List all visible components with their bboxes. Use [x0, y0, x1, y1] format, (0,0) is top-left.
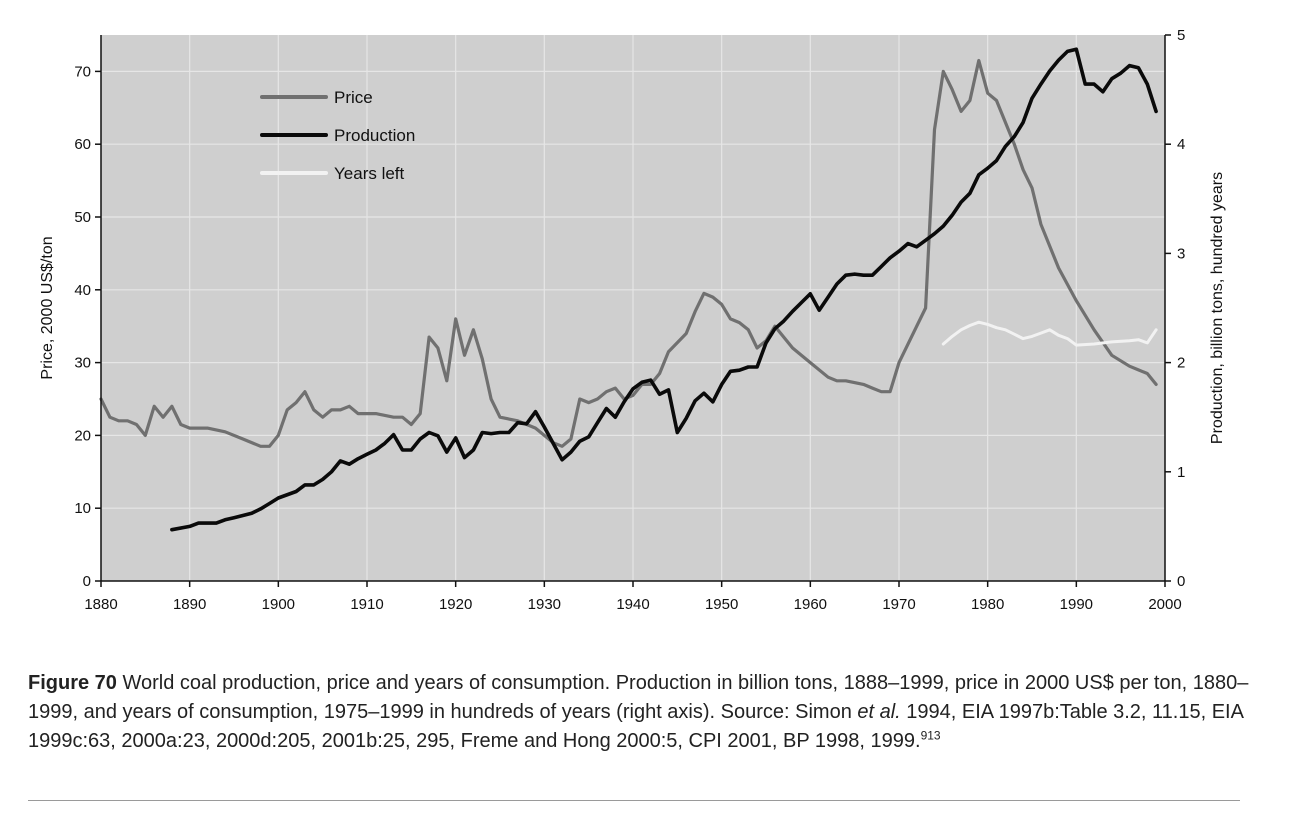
x-tick-label-12: 2000 [1148, 596, 1181, 613]
left-tick-label-7: 70 [74, 63, 91, 80]
x-tick-label-6: 1940 [616, 596, 649, 613]
x-tick-label-7: 1950 [705, 596, 738, 613]
right-axis-ticks: 0 1 2 3 4 5 [1165, 27, 1185, 590]
x-tick-label-2: 1900 [262, 596, 295, 613]
left-tick-label-2: 20 [74, 427, 91, 444]
series-line-years-left [941, 320, 1158, 347]
x-tick-label-8: 1960 [794, 596, 827, 613]
right-tick-label-4: 4 [1177, 136, 1185, 153]
x-tick-label-5: 1930 [528, 596, 561, 613]
series-layer [99, 47, 1158, 532]
series-line-production [170, 47, 1158, 532]
x-tick-label-11: 1990 [1060, 596, 1093, 613]
x-tick-label-0: 1880 [84, 596, 117, 613]
x-tick-label-9: 1970 [882, 596, 915, 613]
caption-superscript: 913 [920, 728, 941, 743]
x-tick-label-1: 1890 [173, 596, 206, 613]
right-tick-label-1: 1 [1177, 464, 1185, 481]
legend: Price Production Years left [260, 88, 415, 183]
right-tick-label-0: 0 [1177, 573, 1185, 590]
caption-italic: et al. [857, 701, 901, 723]
right-tick-label-3: 3 [1177, 245, 1185, 262]
right-tick-label-5: 5 [1177, 27, 1185, 44]
left-tick-label-5: 50 [74, 209, 91, 226]
caption-text-2: 1994, EIA 1997b:Table 3.2, 11.15, EIA 19… [28, 701, 1243, 752]
left-tick-label-3: 30 [74, 355, 91, 372]
legend-label-years-left: Years left [334, 164, 405, 183]
figure-label: Figure 70 [28, 672, 117, 694]
left-axis-title: Price, 2000 US$/ton [39, 236, 56, 379]
right-axis-title: Production, billion tons, hundred years [1209, 172, 1226, 444]
x-tick-label-10: 1980 [971, 596, 1004, 613]
left-tick-label-6: 60 [74, 136, 91, 153]
grid-lines [101, 35, 1165, 581]
x-tick-label-4: 1920 [439, 596, 472, 613]
figure-caption: Figure 70 World coal production, price a… [28, 669, 1258, 756]
legend-label-production: Production [334, 126, 415, 145]
x-axis-ticks: 1880 1890 1900 1910 1920 1930 1940 1950 1960 1970… [84, 581, 1182, 613]
left-tick-label-4: 40 [74, 282, 91, 299]
left-axis-ticks: 0 10 20 30 40 50 60 70 [74, 63, 101, 590]
left-tick-label-0: 0 [83, 573, 91, 590]
caption-text-1: World coal production, price and years o… [28, 672, 1249, 723]
left-tick-label-1: 10 [74, 500, 91, 517]
legend-label-price: Price [334, 88, 373, 107]
series-line-price [99, 58, 1158, 448]
x-tick-label-3: 1910 [350, 596, 383, 613]
right-tick-label-2: 2 [1177, 355, 1185, 372]
caption-divider [28, 800, 1240, 801]
